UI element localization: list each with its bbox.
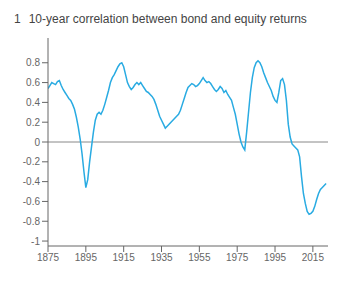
svg-text:0.2: 0.2 [26,117,40,128]
svg-text:-1: -1 [31,236,40,247]
svg-text:1915: 1915 [113,252,136,263]
svg-text:-0.8: -0.8 [23,216,41,227]
svg-text:1975: 1975 [226,252,249,263]
svg-text:-0.2: -0.2 [23,156,41,167]
svg-text:1875: 1875 [37,252,60,263]
html-text:10-year correlation between bo: 10-year correlation between bond and equ… [28,12,307,26]
svg-text:0.4: 0.4 [26,97,40,108]
svg-text:1895: 1895 [75,252,98,263]
svg-text:-0.6: -0.6 [23,196,41,207]
svg-text:2015: 2015 [302,252,325,263]
svg-text:1935: 1935 [150,252,173,263]
svg-text:0.6: 0.6 [26,77,40,88]
svg-text:-0.4: -0.4 [23,176,41,187]
html-text:1: 1 [14,12,21,26]
svg-text:1955: 1955 [188,252,211,263]
svg-text:0.8: 0.8 [26,57,40,68]
svg-text:0: 0 [34,137,40,148]
svg-text:1995: 1995 [264,252,287,263]
